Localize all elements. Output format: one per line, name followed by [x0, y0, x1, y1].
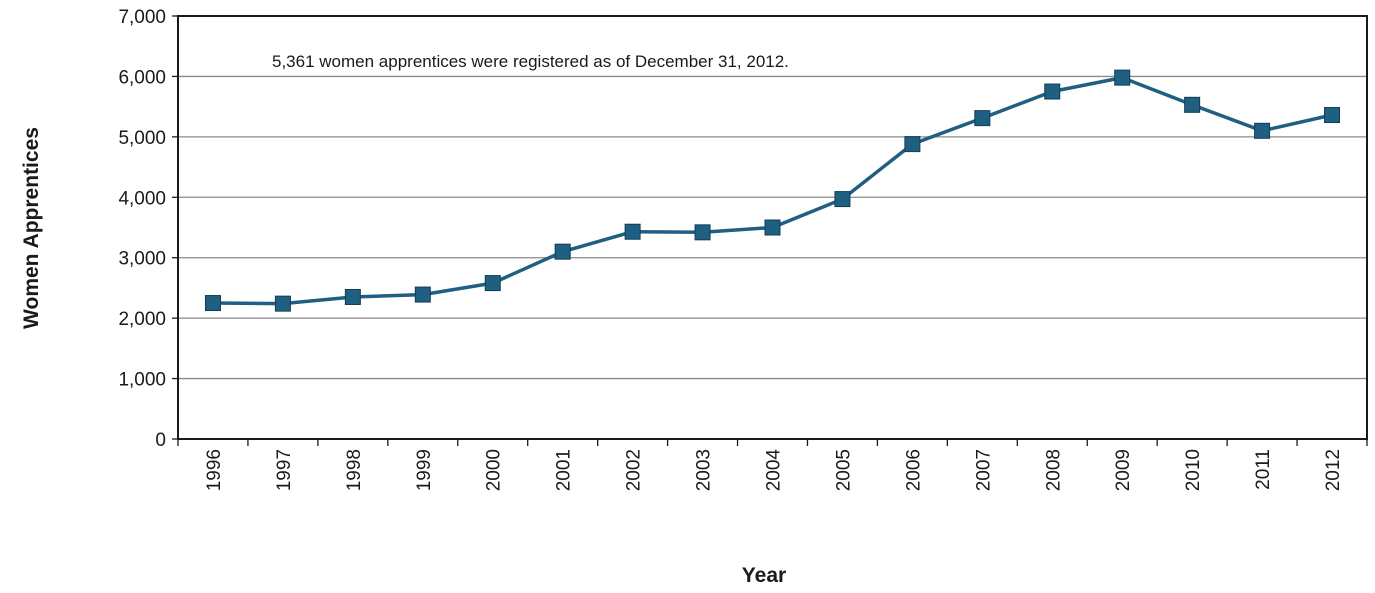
x-tick-label: 2002 [624, 449, 645, 491]
data-point [1044, 83, 1061, 100]
data-point [1324, 107, 1341, 124]
y-tick-labels: 0 1,000 2,000 3,000 4,000 5,000 6,000 7,000 [118, 7, 166, 451]
series-line [212, 75, 1333, 306]
x-tick-label: 2007 [973, 449, 994, 491]
series [204, 69, 1341, 312]
y-tick-label: 7,000 [118, 7, 166, 28]
y-tick-label: 3,000 [118, 249, 166, 270]
x-tick-label: 2010 [1183, 449, 1204, 491]
data-point [554, 243, 571, 260]
y-tick-label: 4,000 [118, 188, 166, 209]
x-tick-label: 1997 [274, 449, 295, 491]
data-point [834, 191, 851, 208]
data-point [484, 275, 501, 292]
data-point [1114, 69, 1131, 86]
plot-frame [177, 15, 1368, 440]
y-tick-label: 6,000 [118, 67, 166, 88]
x-tick-label: 2001 [554, 449, 575, 491]
x-tick-label: 2004 [764, 449, 785, 492]
data-point [694, 224, 711, 241]
x-tick-label: 2012 [1323, 449, 1344, 491]
x-tick-label: 2009 [1113, 449, 1134, 491]
x-tick-label: 2005 [833, 449, 854, 491]
y-tick-label: 1,000 [118, 370, 166, 391]
data-point [204, 295, 221, 312]
axes [172, 15, 1368, 446]
data-point [344, 288, 361, 305]
x-tick-label: 2011 [1253, 449, 1274, 490]
x-tick-label: 1999 [414, 449, 435, 491]
data-point [274, 295, 291, 312]
data-point [904, 136, 921, 153]
x-tick-label: 2003 [694, 449, 715, 491]
y-tick-label: 0 [155, 430, 166, 451]
y-axis-title: Women Apprentices [20, 127, 43, 329]
chart-annotation: 5,361 women apprentices were registered … [272, 52, 789, 71]
data-point [624, 223, 641, 240]
data-point [764, 219, 781, 236]
x-tick-label: 2006 [903, 449, 924, 491]
y-tick-label: 2,000 [118, 309, 166, 330]
y-tick-label: 5,000 [118, 128, 166, 149]
data-point [1184, 96, 1201, 113]
x-tick-labels: 1996 1997 1998 1999 2000 2001 2002 2003 2004 2005… [204, 449, 1344, 492]
x-tick-label: 1998 [344, 449, 365, 491]
x-axis-title: Year [742, 564, 786, 587]
data-point [414, 286, 431, 303]
x-tick-label: 2000 [484, 449, 505, 491]
data-point [1254, 122, 1271, 139]
data-point [974, 110, 991, 127]
x-tick-label: 2008 [1043, 449, 1064, 491]
x-tick-label: 1996 [204, 449, 225, 491]
